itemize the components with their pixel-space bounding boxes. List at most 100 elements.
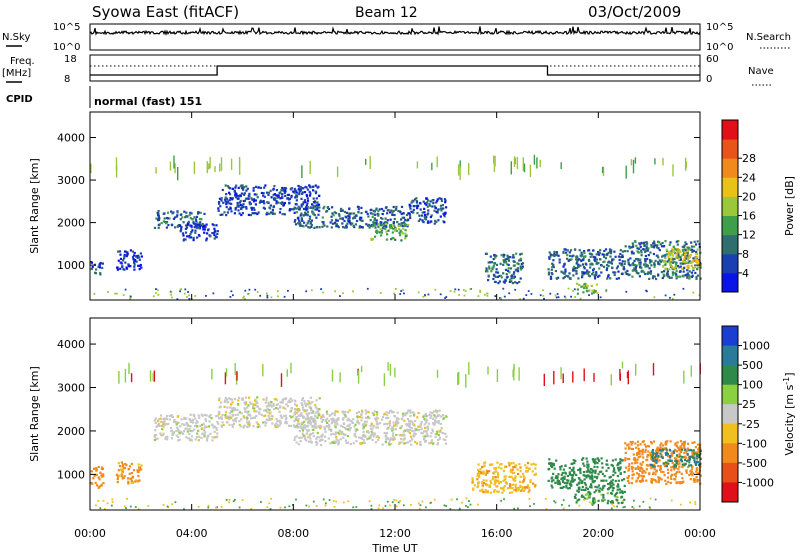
echo-cell <box>589 255 592 258</box>
echo-cell <box>444 442 448 445</box>
echo-cell <box>598 267 601 270</box>
echo-cell <box>390 427 393 431</box>
echo-cell <box>516 156 519 169</box>
echo-cell <box>318 209 321 213</box>
echo-cell <box>293 207 297 210</box>
colorbar-segment <box>722 326 738 347</box>
echo-cell <box>671 265 674 268</box>
echo-cell <box>257 211 260 214</box>
echo-cell <box>224 411 228 414</box>
echo-cell <box>695 277 698 280</box>
echo-cell <box>659 260 662 263</box>
echo-cell <box>521 267 524 270</box>
echo-cell <box>347 220 350 223</box>
echo-cell <box>275 189 278 192</box>
echo-cell <box>339 372 341 383</box>
echo-cell <box>403 224 406 228</box>
echo-cell <box>284 407 287 410</box>
echo-cell <box>387 412 390 415</box>
echo-cell <box>193 161 196 175</box>
echo-cell <box>526 462 530 465</box>
echo-cell <box>308 217 311 221</box>
echo-cell <box>204 425 207 428</box>
echo-cell <box>234 418 237 421</box>
echo-cell <box>438 414 441 417</box>
echo-cell <box>347 417 350 420</box>
echo-cell <box>375 419 378 423</box>
echo-cell <box>345 224 348 227</box>
echo-cell <box>305 439 308 442</box>
echo-cell <box>595 258 599 261</box>
echo-cell <box>199 221 202 224</box>
echo-cell <box>285 403 288 406</box>
echo-cell <box>679 440 682 443</box>
echo-cell <box>206 437 209 440</box>
echo-cell <box>129 295 132 298</box>
echo-cell <box>426 221 429 224</box>
echo-cell <box>299 413 302 416</box>
echo-cell <box>279 405 282 408</box>
echo-cell <box>692 291 695 294</box>
echo-cell <box>331 206 334 209</box>
echo-cell <box>518 259 521 262</box>
echo-cell <box>650 481 653 484</box>
echo-cell <box>699 449 702 452</box>
echo-cell <box>588 496 591 499</box>
echo-cell <box>360 436 363 440</box>
echo-cell <box>621 479 624 482</box>
echo-cell <box>230 202 233 205</box>
echo-cell <box>670 257 673 260</box>
echo-cell <box>619 373 621 381</box>
echo-cell <box>519 484 522 487</box>
echo-cell <box>355 439 358 443</box>
echo-cell <box>123 257 126 260</box>
echo-cell <box>418 429 421 432</box>
echo-cell <box>635 446 638 449</box>
echo-cell <box>252 189 255 192</box>
echo-cell <box>300 197 303 200</box>
echo-cell <box>239 161 241 175</box>
echo-cell <box>691 260 694 263</box>
echo-cell <box>511 491 514 494</box>
echo-cell <box>518 280 521 284</box>
echo-cell <box>295 435 298 438</box>
echo-cell <box>175 434 178 437</box>
echo-cell <box>132 254 136 257</box>
echo-cell <box>368 435 371 438</box>
echo-cell <box>529 505 531 508</box>
echo-cell <box>512 483 515 486</box>
echo-cell <box>308 505 310 508</box>
echo-cell <box>413 432 416 435</box>
echo-cell <box>422 295 425 298</box>
echo-cell <box>490 482 493 485</box>
echo-cell <box>198 224 201 227</box>
echo-cell <box>581 254 584 257</box>
echo-cell <box>691 274 694 277</box>
echo-cell <box>477 463 480 466</box>
echo-cell <box>626 269 629 273</box>
echo-cell <box>616 488 619 491</box>
echo-cell <box>551 266 554 269</box>
echo-cell <box>406 417 410 421</box>
echo-cell <box>287 289 289 292</box>
echo-cell <box>611 503 614 506</box>
echo-cell <box>162 425 165 428</box>
echo-cell <box>184 427 187 430</box>
echo-cell <box>271 211 274 214</box>
echo-cell <box>650 451 653 454</box>
echo-cell <box>627 260 630 263</box>
echo-cell <box>221 421 224 424</box>
echo-cell <box>94 272 97 275</box>
echo-cell <box>313 426 316 429</box>
echo-cell <box>125 255 128 258</box>
echo-cell <box>662 245 665 248</box>
echo-cell <box>489 255 492 258</box>
echo-cell <box>591 253 594 256</box>
echo-cell <box>302 225 305 228</box>
echo-cell <box>401 216 404 219</box>
echo-cell <box>374 224 377 227</box>
echo-cell <box>170 296 173 299</box>
echo-cell <box>670 477 673 480</box>
echo-cell <box>358 226 361 229</box>
echo-cell <box>97 465 100 469</box>
